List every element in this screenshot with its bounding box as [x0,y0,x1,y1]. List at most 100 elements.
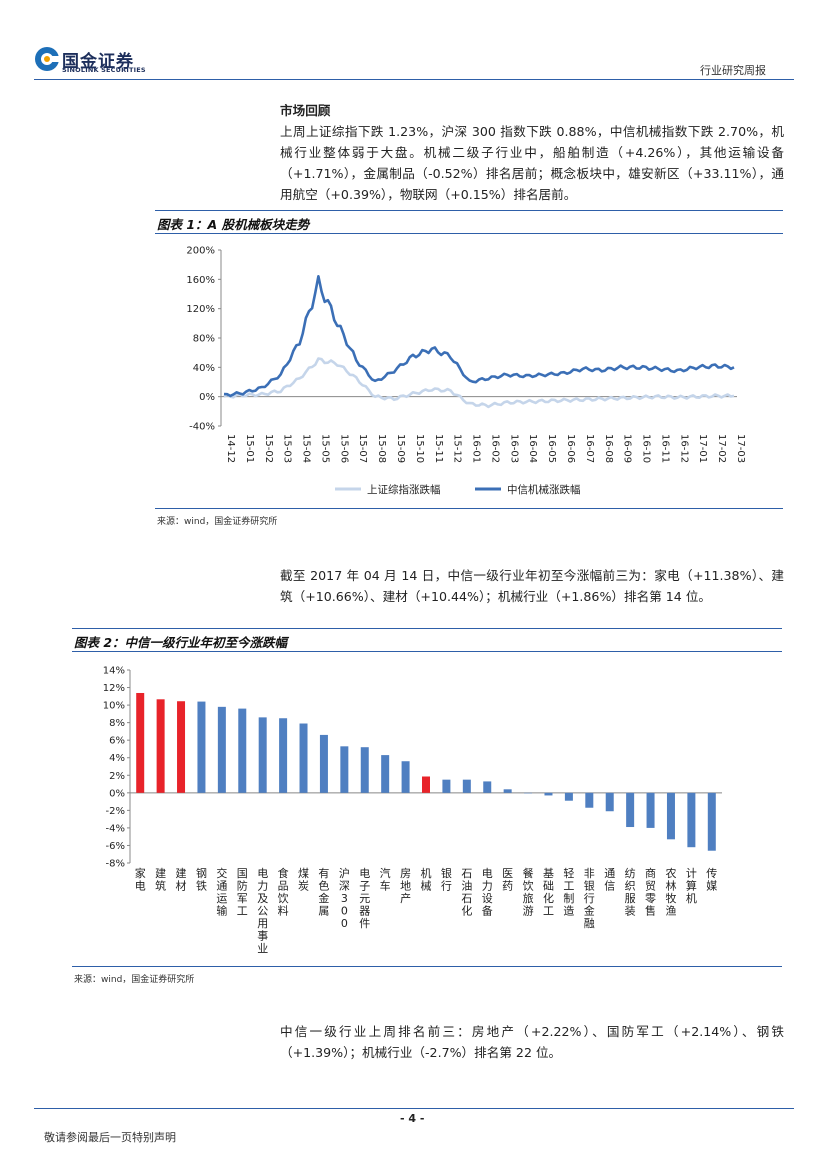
y-tick-label: 40% [193,363,215,374]
bar-20 [524,792,533,794]
category-label-char: 金 [584,904,595,918]
category-label-char: 旅 [523,891,534,905]
category-label-char: 国 [237,867,248,880]
category-label-char: 化 [461,904,472,918]
line-chart-machinery-trend: -40% 0% 40% 80% 120% 160% 200% 14-12 15-01 15-02 1… [186,246,746,497]
figure1-title: 图表 1：A 股机械板块走势 [157,217,310,232]
figure1-source: 来源：wind，国金证券研究所 [157,517,278,527]
bar-13 [381,755,390,793]
category-label-char: 制 [563,892,574,905]
bar-10 [319,734,328,793]
category-label-char: 材 [176,879,187,893]
bar-28 [687,792,696,848]
bar-2 [156,699,165,793]
category-label-char: 造 [563,904,574,918]
category-label-char: 电 [257,867,268,880]
category-label-char: 商 [645,866,656,880]
paragraph-market-review: 上周上证综指下跌 1.23%，沪深 300 指数下跌 0.88%，中信机械指数下… [280,124,784,202]
x-tick-label: 15-04 [301,434,312,463]
category-label-char: 轻 [563,866,574,880]
category-label-char: 深 [339,880,350,893]
category-label-char: 非 [584,867,595,880]
figure2-top-rule [72,628,782,629]
category-label-char: 汽 [380,866,391,880]
bar-23 [585,792,594,808]
category-label-char: 车 [380,879,391,893]
category-label-char: 及 [257,892,268,905]
x-tick-label: 16-02 [489,434,500,463]
category-label-char: 银 [584,879,595,893]
logo-text-en: SINOLINK SECURITIES [62,66,146,74]
bar-12 [360,747,369,793]
category-label-char: 事 [257,930,268,943]
category-label-char: 军 [237,892,248,905]
category-label-char: 元 [359,892,370,905]
category-label-char: 备 [482,904,493,918]
bar-27 [666,792,675,840]
x-tick-label: 15-08 [376,434,387,463]
category-label-char: 公 [257,905,268,918]
y-tick-label: 80% [193,334,215,345]
bar-19 [503,789,512,793]
figure1-title-rule [155,233,783,234]
category-label-char: 筑 [155,879,166,893]
category-label-char: 金 [318,891,329,905]
figure2-bottom-rule [72,966,782,967]
category-label-char: 农 [665,866,676,880]
category-label-char: 建 [176,866,187,880]
company-logo [34,46,60,72]
paragraph-weekly-ranking: 中信一级行业上周排名前三：房地产（+2.22%）、国防军工（+2.14%）、钢铁… [280,1024,784,1060]
category-label-char: 售 [645,904,656,918]
y-tick-label: 160% [186,275,215,286]
bar-22 [564,792,573,801]
bar-11 [340,746,349,793]
category-label-char: 3 [341,892,348,905]
bar-21 [544,792,553,796]
bar-16 [442,779,451,793]
x-tick-label: 15-06 [338,434,349,463]
category-label-char: 工 [543,905,554,918]
category-label-char: 纺 [625,866,636,880]
category-label-char: 房 [400,867,411,880]
category-label-char: 装 [625,905,636,918]
category-label-char: 餐 [523,866,534,880]
x-tick-label: 15-11 [433,434,444,463]
bar-3 [177,701,186,793]
x-tick-label: 16-01 [471,434,482,463]
category-label-char: 石 [461,867,472,880]
category-label-char: 机 [421,866,432,880]
x-tick-label: 16-12 [678,434,689,463]
category-label-char: 器 [359,905,370,918]
category-label-char: 0 [341,905,348,918]
category-label-char: 铁 [196,880,207,893]
category-label-char: 产 [400,891,411,905]
category-label-char: 融 [584,917,595,930]
category-label-char: 传 [706,867,717,880]
x-tick-label: 16-11 [659,434,670,463]
bar-4 [197,701,206,793]
category-label-char: 料 [278,904,289,918]
bar-9 [299,723,308,793]
x-tick-label: 15-03 [282,434,293,463]
y-tick-label: 6% [109,736,125,747]
category-label-char: 工 [237,905,248,918]
y-tick-label: 200% [186,246,215,257]
category-label-char: 色 [318,879,329,893]
series-line-1 [223,357,735,409]
category-label-char: 行 [441,880,452,893]
category-label-char: 饮 [523,880,534,893]
y-tick-label: 4% [109,753,125,764]
category-label-char: 防 [237,879,248,893]
legend-label: 上证综指涨跌幅 [367,483,441,496]
bar-7 [258,717,267,793]
category-label-char: 0 [341,917,348,930]
category-label-char: 信 [604,880,615,893]
x-tick-label: 16-10 [641,434,652,463]
x-tick-label: 14-12 [225,434,236,463]
section-heading: 市场回顾 [280,103,331,118]
y-tick-label: 120% [186,304,215,315]
figure2-source: 来源：wind，国金证券研究所 [74,975,195,985]
category-label-char: 通 [604,867,615,880]
bar-15 [422,776,430,793]
category-label-char: 家 [135,866,146,880]
